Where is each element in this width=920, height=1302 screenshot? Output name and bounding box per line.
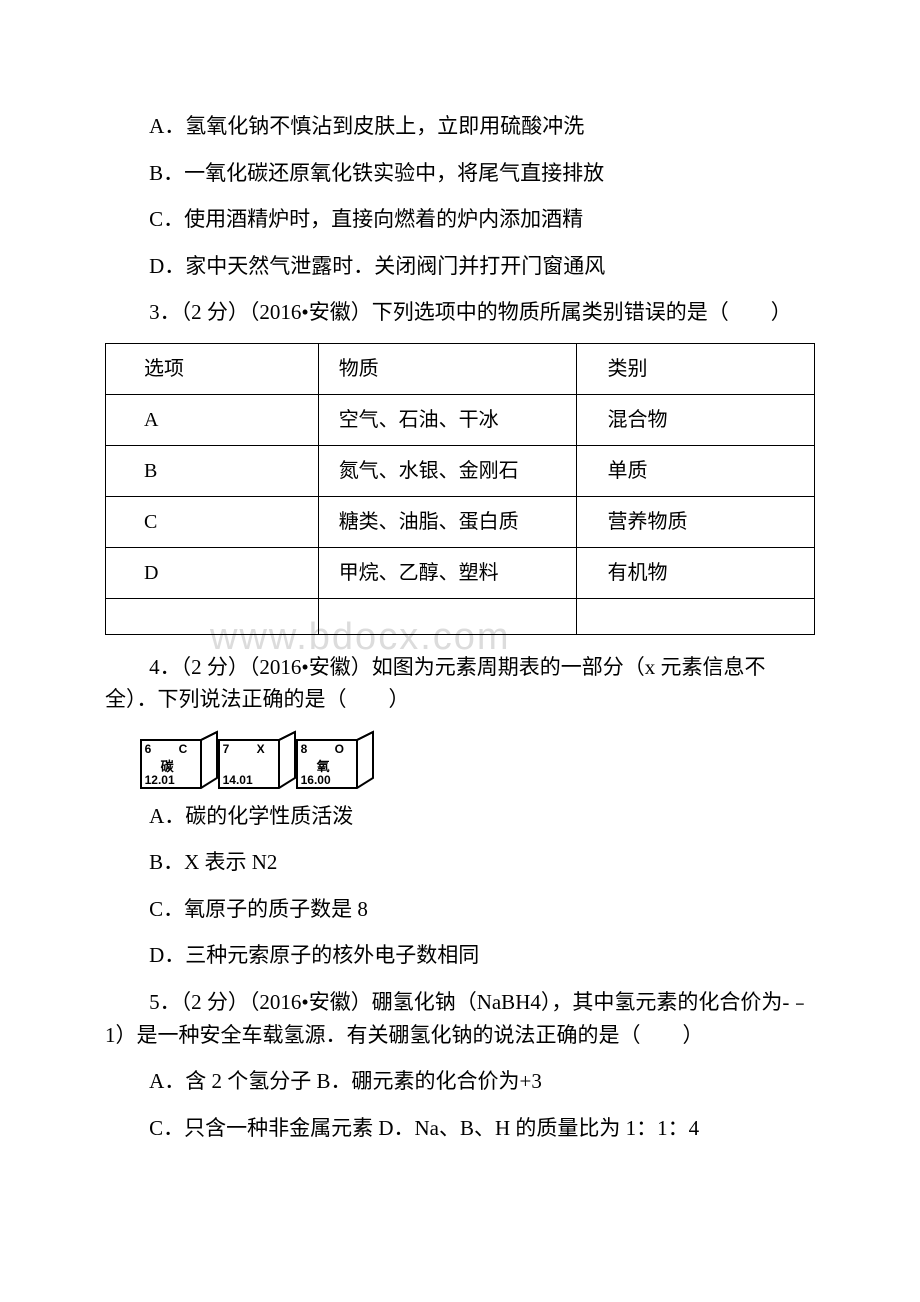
- element-number: 8: [301, 742, 308, 756]
- element-box-c: 6 C 碳 12.01: [139, 730, 219, 790]
- table-row: A 空气、石油、干冰 混合物: [106, 394, 815, 445]
- table-row: C 糖类、油脂、蛋白质 营养物质: [106, 496, 815, 547]
- table-cell: 空气、石油、干冰: [318, 394, 577, 445]
- q5-option-cd: C．只含一种非金属元素 D．Na、B、H 的质量比为 1：1：4: [105, 1112, 815, 1145]
- element-box-o: 8 O 氧 16.00: [295, 730, 375, 790]
- element-symbol: O: [335, 742, 344, 756]
- table-cell: [318, 598, 577, 634]
- table-cell: 混合物: [577, 394, 815, 445]
- q2-option-d: D．家中天然气泄露时．关闭阀门并打开门窗通风: [105, 250, 815, 283]
- document-content: A．氢氧化钠不慎沾到皮肤上，立即用硫酸冲洗 B．一氧化碳还原氧化铁实验中，将尾气…: [105, 110, 815, 1144]
- table-cell: 选项: [106, 343, 319, 394]
- table-cell: B: [106, 445, 319, 496]
- element-symbol: C: [179, 742, 188, 756]
- element-mass: 16.00: [301, 773, 331, 787]
- table-cell: 糖类、油脂、蛋白质: [318, 496, 577, 547]
- table-cell: 氮气、水银、金刚石: [318, 445, 577, 496]
- table-cell: D: [106, 547, 319, 598]
- element-number: 7: [223, 742, 230, 756]
- q2-option-b: B．一氧化碳还原氧化铁实验中，将尾气直接排放: [105, 157, 815, 190]
- table-cell: C: [106, 496, 319, 547]
- element-mass: 12.01: [145, 773, 175, 787]
- element-box-x: 7 X 14.01: [217, 730, 297, 790]
- table-cell: 营养物质: [577, 496, 815, 547]
- q3-table: 选项 物质 类别 A 空气、石油、干冰 混合物 B 氮气、水银、金刚石 单质 C…: [105, 343, 815, 635]
- q2-option-a: A．氢氧化钠不慎沾到皮肤上，立即用硫酸冲洗: [105, 110, 815, 143]
- table-empty-row: [106, 598, 815, 634]
- q3-stem: 3．（2 分）（2016•安徽）下列选项中的物质所属类别错误的是（ ）: [105, 296, 815, 329]
- table-cell: 类别: [577, 343, 815, 394]
- element-mass: 14.01: [223, 773, 253, 787]
- q4-option-d: D．三种元索原子的核外电子数相同: [105, 939, 815, 972]
- table-cell: A: [106, 394, 319, 445]
- table-row: B 氮气、水银、金刚石 单质: [106, 445, 815, 496]
- q5-option-ab: A．含 2 个氢分子 B．硼元素的化合价为+3: [105, 1065, 815, 1098]
- table-cell: 有机物: [577, 547, 815, 598]
- element-symbol: X: [257, 742, 265, 756]
- table-cell: [106, 598, 319, 634]
- table-cell: 单质: [577, 445, 815, 496]
- q4-stem: 4．（2 分）（2016•安徽）如图为元素周期表的一部分（x 元素信息不全）．下…: [105, 651, 815, 716]
- table-cell: 物质: [318, 343, 577, 394]
- periodic-table-figure: 6 C 碳 12.01 7 X 14.01: [139, 730, 815, 790]
- table-row: D 甲烷、乙醇、塑料 有机物: [106, 547, 815, 598]
- element-number: 6: [145, 742, 152, 756]
- table-cell: 甲烷、乙醇、塑料: [318, 547, 577, 598]
- q2-option-c: C．使用酒精炉时，直接向燃着的炉内添加酒精: [105, 203, 815, 236]
- q4-option-a: A．碳的化学性质活泼: [105, 800, 815, 833]
- table-cell: [577, 598, 815, 634]
- table-header-row: 选项 物质 类别: [106, 343, 815, 394]
- q4-option-b: B．X 表示 N2: [105, 846, 815, 879]
- q4-option-c: C．氧原子的质子数是 8: [105, 893, 815, 926]
- q5-stem: 5．（2 分）（2016•安徽）硼氢化钠（NaBH4），其中氢元素的化合价为-﹣…: [105, 986, 815, 1051]
